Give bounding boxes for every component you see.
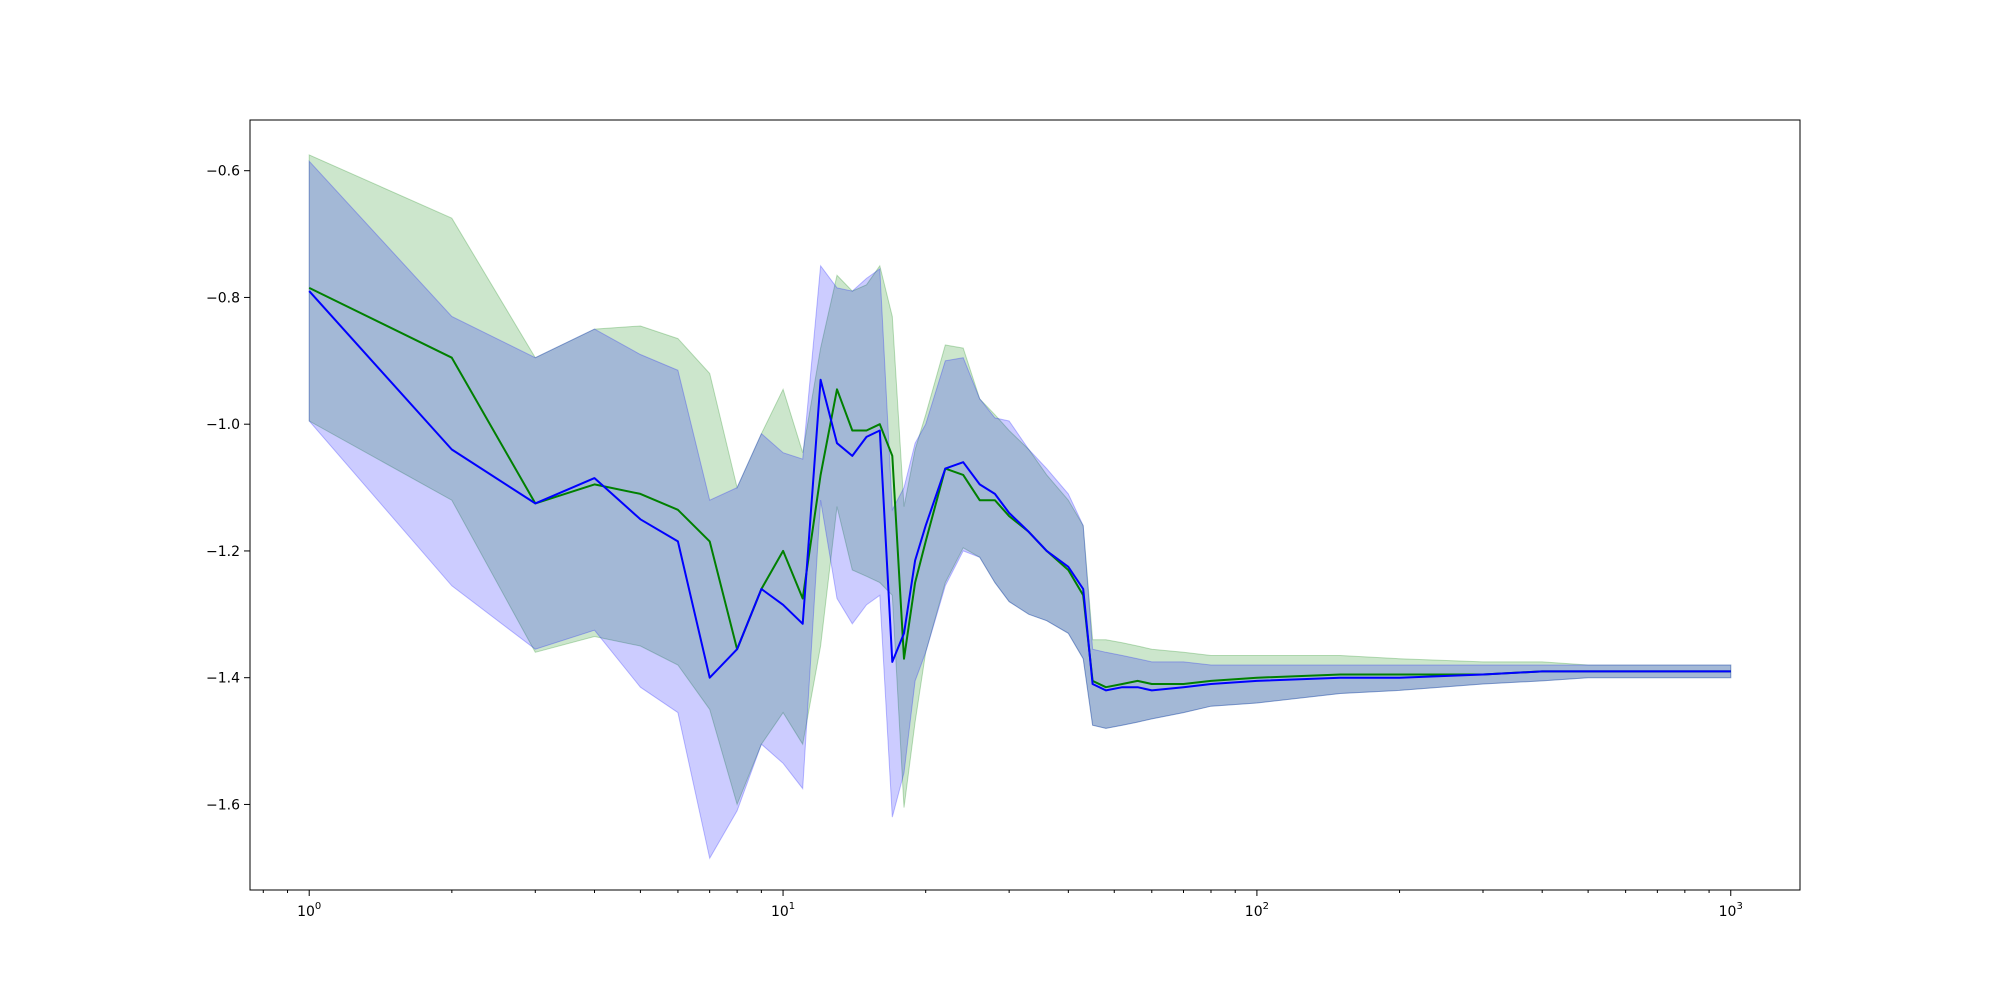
plot-area	[308, 154, 1732, 860]
x-axis: 100 101 102 103	[262, 890, 1743, 920]
confidence-band-2	[308, 159, 1732, 860]
y-axis: −0.6 −0.8 −1.0 −1.2 −1.4 −1.6	[206, 164, 250, 813]
x-tick-label: 102	[1245, 901, 1269, 920]
y-tick-label: −1.2	[206, 544, 240, 560]
x-tick-label: 103	[1719, 901, 1743, 920]
y-tick-label: −1.4	[206, 671, 240, 687]
confidence-band-1	[308, 154, 1732, 808]
y-tick-label: −0.6	[206, 164, 240, 180]
y-tick-label: −1.0	[206, 417, 240, 433]
y-tick-label: −1.6	[206, 797, 240, 813]
y-tick-label: −0.8	[206, 290, 240, 306]
x-tick-label: 101	[771, 901, 795, 920]
axes-frame	[249, 119, 1801, 891]
series-line-2	[308, 290, 1731, 692]
x-tick-label: 100	[297, 901, 321, 920]
